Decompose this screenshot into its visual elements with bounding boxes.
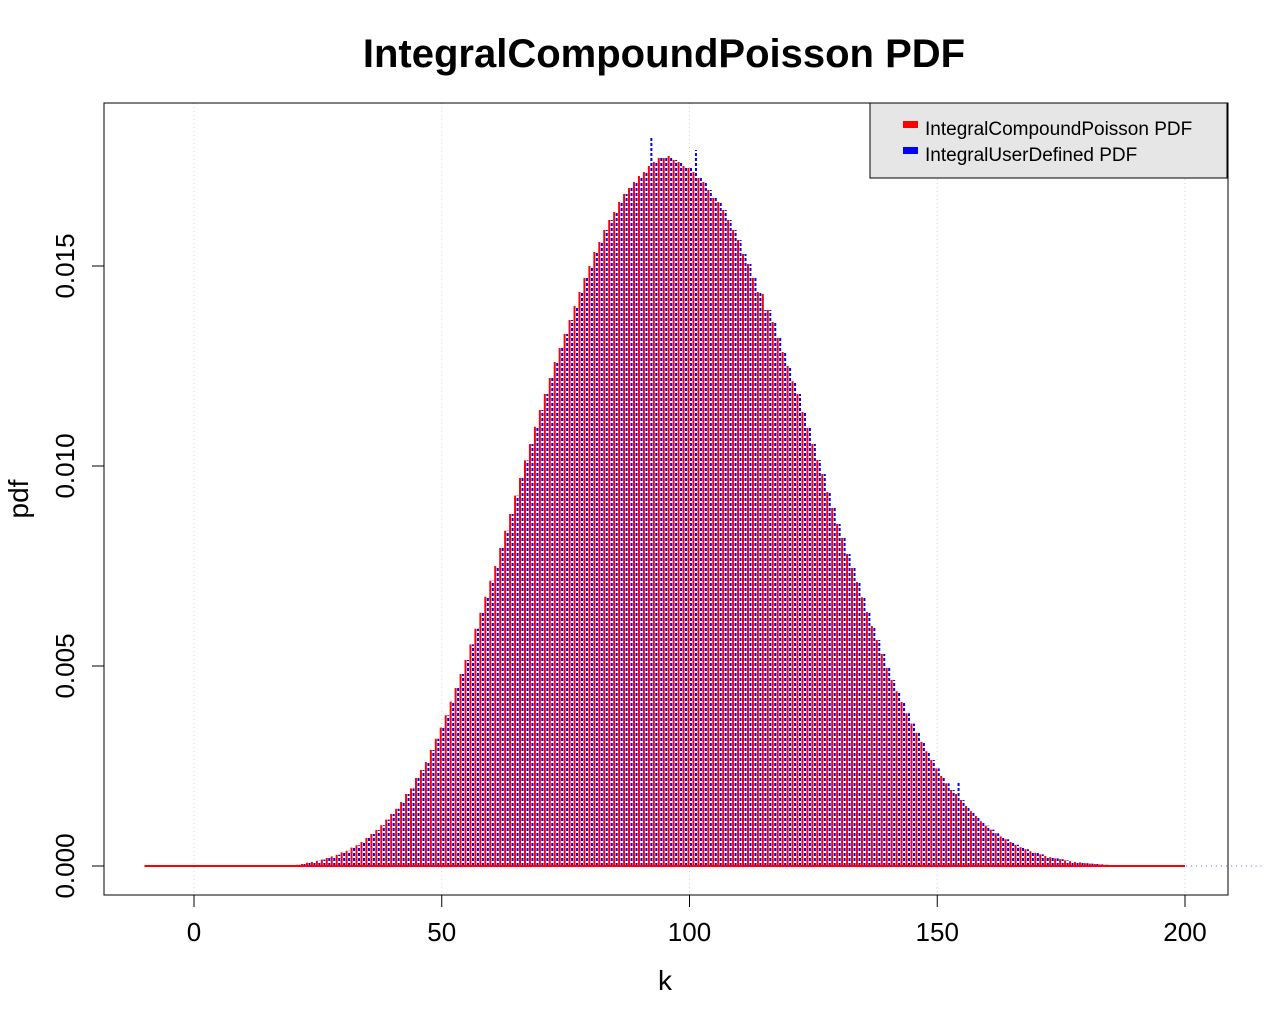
axes: 0 50 100 150 200 0.000 0.005 0.010 0.015 xyxy=(50,233,1207,947)
legend: IntegralCompoundPoisson PDF IntegralUser… xyxy=(869,102,1228,179)
legend-label-series-2: IntegralUserDefined PDF xyxy=(925,145,1137,166)
bars xyxy=(144,138,1185,867)
legend-swatch-red xyxy=(903,121,918,128)
x-tick-label: 200 xyxy=(1163,917,1206,947)
x-tick-label: 0 xyxy=(187,917,201,947)
y-tick-label: 0.015 xyxy=(50,233,80,298)
x-tick-label: 100 xyxy=(668,917,711,947)
y-axis-label: pdf xyxy=(3,479,34,518)
y-tick-label: 0.000 xyxy=(50,833,80,898)
x-tick-label: 150 xyxy=(916,917,959,947)
x-axis-label: k xyxy=(658,965,673,996)
chart-title: IntegralCompoundPoisson PDF xyxy=(363,32,965,76)
x-tick-label: 50 xyxy=(427,917,456,947)
legend-box xyxy=(869,102,1228,179)
legend-label-series-1: IntegralCompoundPoisson PDF xyxy=(925,119,1192,140)
legend-swatch-blue xyxy=(903,147,918,154)
y-tick-label: 0.010 xyxy=(50,433,80,498)
y-tick-label: 0.005 xyxy=(50,633,80,698)
